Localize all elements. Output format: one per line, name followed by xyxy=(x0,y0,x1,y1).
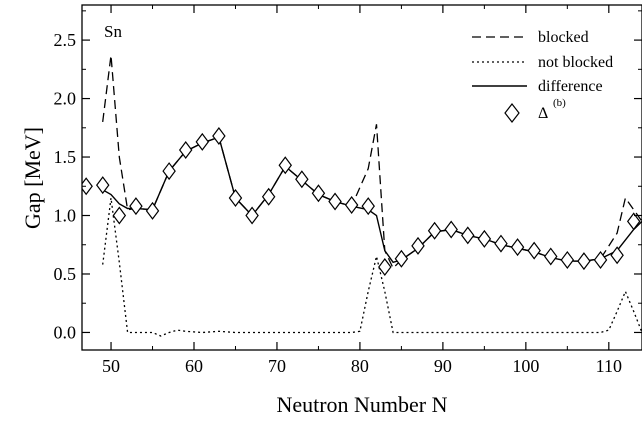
delta-b-marker xyxy=(95,176,110,195)
tick-labels: 50 60 70 80 90 100 110 0.0 0.5 1.0 1.5 2.0 2.5 xyxy=(54,30,622,376)
x-tick-label: 100 xyxy=(512,356,539,376)
x-tick-label: 60 xyxy=(185,356,203,376)
delta-b-marker xyxy=(577,252,591,271)
delta-b-marker xyxy=(494,234,508,253)
y-tick-label: 0.5 xyxy=(54,264,77,284)
y-tick-label: 1.5 xyxy=(54,147,77,167)
delta-b-marker xyxy=(593,250,608,269)
delta-b-marker xyxy=(129,197,143,216)
legend-label-difference: difference xyxy=(538,78,603,95)
delta-b-marker xyxy=(212,126,226,145)
legend-label-delta-superscript: (b) xyxy=(553,97,566,109)
legend-label-blocked: blocked xyxy=(538,29,589,46)
y-axis-title: Gap [MeV] xyxy=(20,127,45,229)
plot-frame xyxy=(81,4,642,351)
delta-b-marker xyxy=(361,197,375,216)
delta-b-marker xyxy=(378,257,392,276)
y-tick-label: 1.0 xyxy=(54,206,77,226)
y-tick-label: 2.5 xyxy=(54,30,77,50)
delta-b-marker xyxy=(427,221,442,240)
delta-b-marker xyxy=(626,212,641,231)
delta-b-marker xyxy=(328,192,342,211)
delta-b-marker xyxy=(543,247,558,266)
delta-b-marker xyxy=(311,184,326,203)
x-tick-label: 80 xyxy=(351,356,369,376)
delta-b-marker xyxy=(278,156,293,175)
delta-b-marker xyxy=(162,162,176,181)
delta-b-marker xyxy=(411,236,425,255)
delta-b-marker xyxy=(228,188,243,207)
x-tick-label: 70 xyxy=(268,356,286,376)
axis-ticks xyxy=(82,5,642,350)
annotation-sn: Sn xyxy=(104,22,122,41)
x-tick-label: 50 xyxy=(102,356,120,376)
delta-b-marker xyxy=(178,141,193,160)
delta-b-marker xyxy=(527,241,541,260)
x-axis-title: Neutron Number N xyxy=(276,392,447,417)
delta-b-marker xyxy=(112,206,127,225)
delta-b-marker xyxy=(560,250,575,269)
delta-b-marker xyxy=(610,246,624,265)
series-line-not-blocked xyxy=(102,197,642,337)
delta-b-marker xyxy=(245,206,259,225)
delta-b-marker xyxy=(344,195,359,214)
legend: blocked not blocked difference Δ (b) xyxy=(472,29,613,123)
delta-b-marker xyxy=(510,238,525,257)
x-tick-label: 110 xyxy=(596,356,622,376)
delta-b-marker xyxy=(394,249,409,268)
delta-b-marker xyxy=(195,132,210,151)
y-tick-label: 0.0 xyxy=(54,322,77,342)
legend-label-delta: Δ xyxy=(538,105,548,122)
delta-b-marker xyxy=(145,201,160,220)
legend-label-not-blocked: not blocked xyxy=(538,54,613,71)
delta-b-marker xyxy=(477,229,492,248)
plot-series xyxy=(82,55,642,337)
legend-swatch-diamond xyxy=(504,103,520,123)
delta-b-marker xyxy=(261,187,276,206)
delta-b-marker xyxy=(295,170,309,189)
delta-b-marker xyxy=(444,220,458,239)
delta-b-marker xyxy=(461,226,475,245)
x-tick-label: 90 xyxy=(434,356,452,376)
y-tick-label: 2.0 xyxy=(54,89,77,109)
